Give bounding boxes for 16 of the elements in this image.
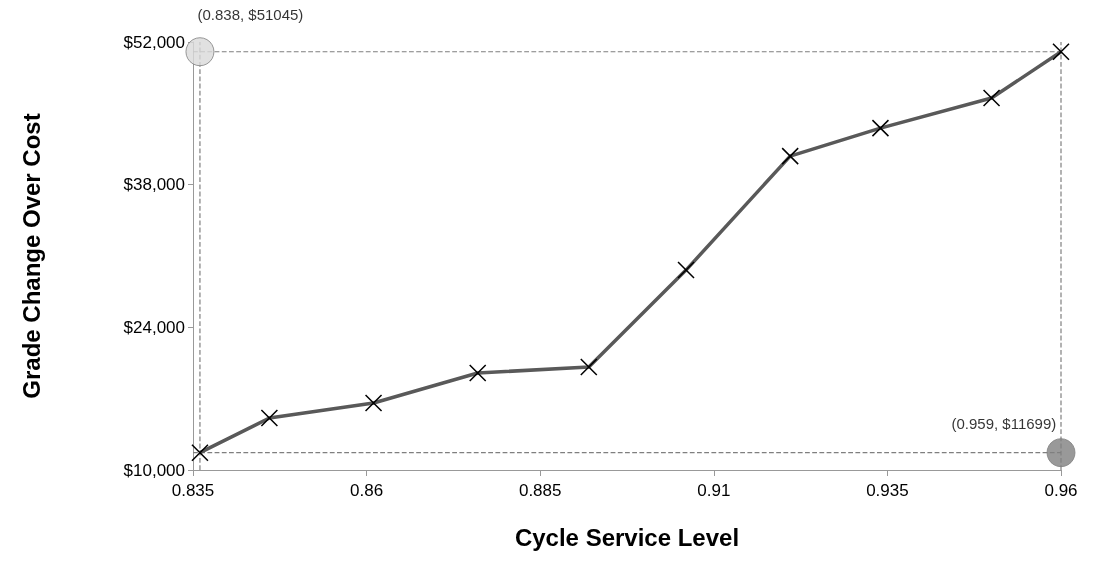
x-tick-label: 0.885	[518, 481, 562, 500]
x-tick-label: 0.935	[866, 481, 909, 500]
y-tick-label: $24,000	[123, 317, 185, 337]
y-axis-title: Grade Change Over Cost	[17, 113, 45, 399]
x-tick-label: 0.86	[350, 481, 384, 500]
x-axis-title: Cycle Service Level	[514, 523, 740, 551]
point	[185, 37, 215, 67]
x-tick-label: 0.96	[1044, 481, 1078, 500]
data-label: (0.838, $51045)	[197, 6, 304, 24]
y-tick-label: $10,000	[123, 460, 185, 480]
x-tick-label: 0.835	[171, 481, 215, 500]
data-label: (0.959, $11699)	[951, 415, 1057, 433]
point	[1046, 438, 1076, 468]
y-tick-label: $52,000	[123, 32, 185, 52]
x-tick-label: 0.91	[697, 481, 731, 500]
y-tick-label: $38,000	[123, 175, 185, 195]
